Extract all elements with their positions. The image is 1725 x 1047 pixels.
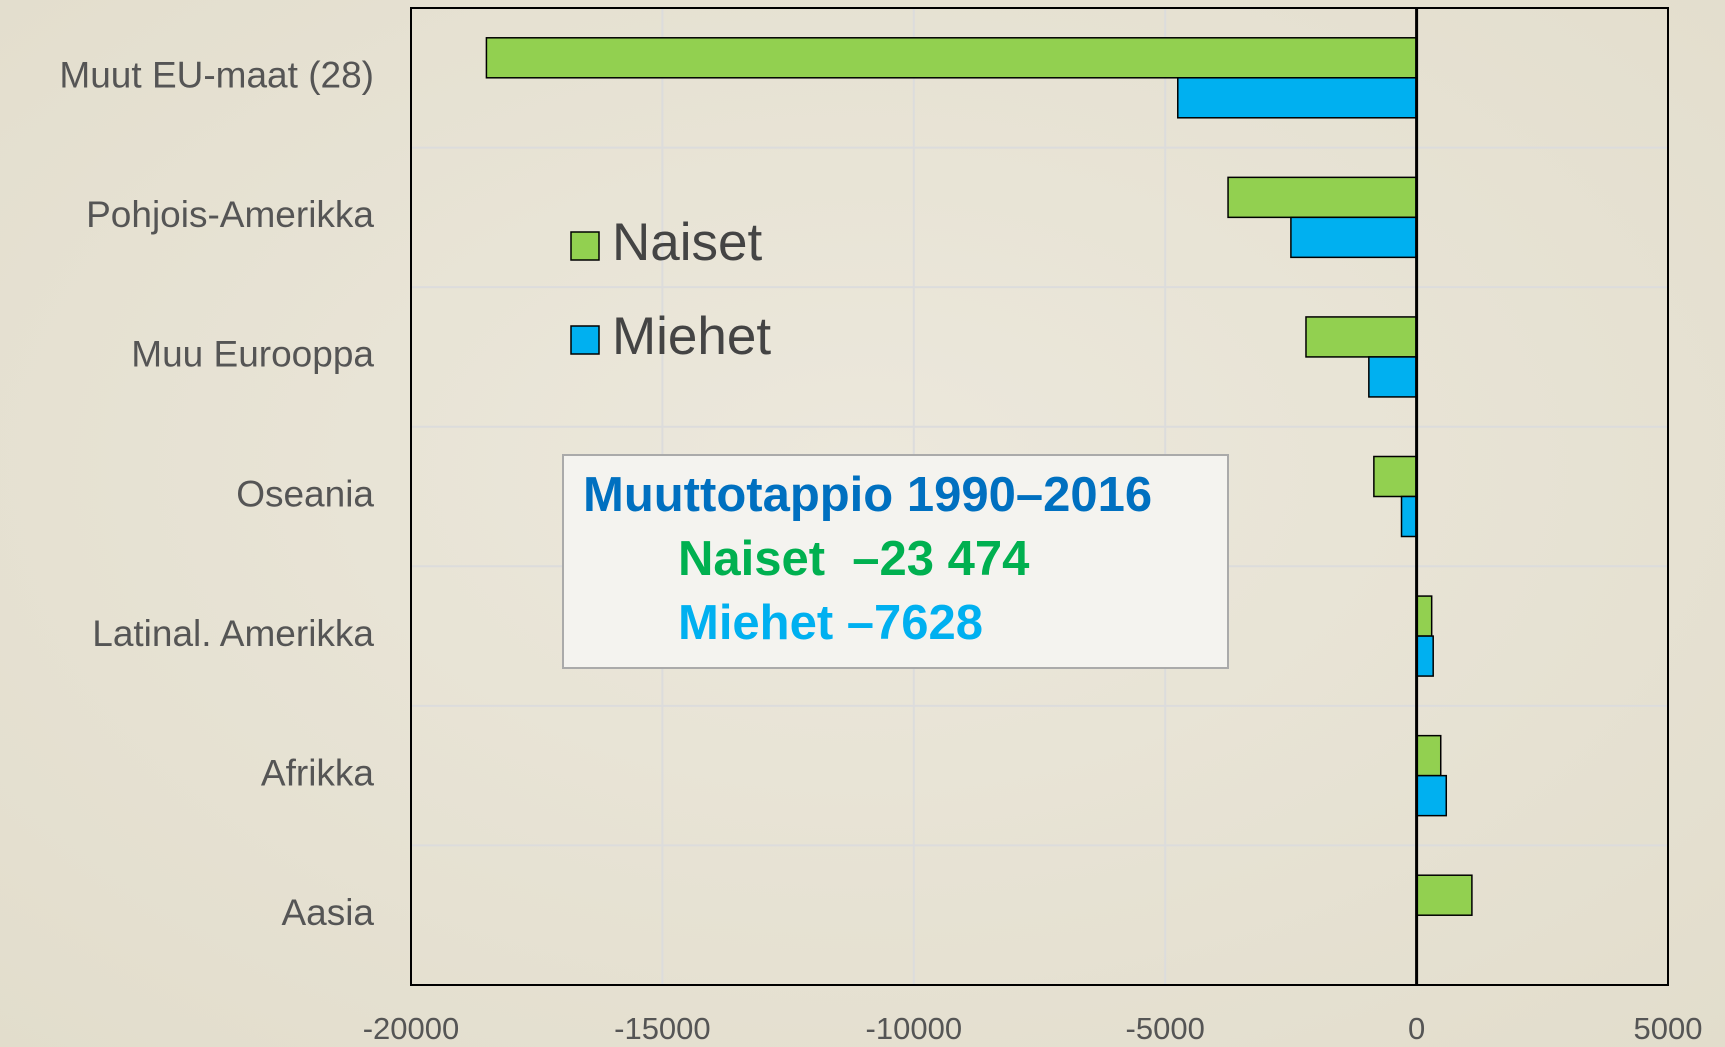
y-tick-label: Afrikka bbox=[261, 752, 375, 793]
bar bbox=[1415, 635, 1434, 677]
bar bbox=[1290, 216, 1418, 259]
x-tick-label: -20000 bbox=[363, 1011, 460, 1046]
legend-swatch bbox=[570, 325, 600, 355]
legend-label: Miehet bbox=[612, 307, 771, 366]
bar bbox=[1373, 455, 1418, 498]
x-tick-label: -5000 bbox=[1126, 1011, 1205, 1046]
x-tick-label: -10000 bbox=[866, 1011, 963, 1046]
bar bbox=[485, 37, 1418, 79]
bar bbox=[1305, 316, 1418, 358]
annotation-men: Miehet –7628 bbox=[678, 596, 983, 650]
y-tick-label: Oseania bbox=[236, 473, 374, 514]
y-tick-label: Latinal. Amerikka bbox=[92, 613, 374, 654]
bar bbox=[1177, 77, 1418, 119]
annotation-box bbox=[562, 454, 1229, 669]
y-tick-label: Pohjois-Amerikka bbox=[86, 194, 374, 235]
y-tick-label: Muut EU-maat (28) bbox=[59, 55, 374, 96]
bar bbox=[1368, 356, 1418, 398]
plot-area: -20000 -15000 -10000 -5000 0 5000 Muut EU-maat… bbox=[59, 7, 1703, 1046]
x-tick-label: -15000 bbox=[614, 1011, 711, 1046]
bar bbox=[1415, 595, 1433, 637]
bar bbox=[1415, 774, 1448, 817]
annotation-title: Muuttotappio 1990–2016 bbox=[583, 468, 1152, 522]
y-tick-label: Muu Eurooppa bbox=[131, 334, 374, 375]
legend-label: Naiset bbox=[612, 213, 763, 272]
legend-swatch bbox=[570, 231, 600, 261]
bar bbox=[1415, 874, 1473, 916]
bar bbox=[1400, 495, 1418, 538]
x-tick-label: 0 bbox=[1408, 1011, 1425, 1046]
annotation-women: Naiset –23 474 bbox=[678, 532, 1029, 586]
bar bbox=[1415, 734, 1442, 777]
x-tick-label: 5000 bbox=[1634, 1011, 1703, 1046]
y-tick-label: Aasia bbox=[281, 892, 374, 933]
plot-frame bbox=[410, 7, 1669, 986]
bar bbox=[1227, 176, 1418, 219]
